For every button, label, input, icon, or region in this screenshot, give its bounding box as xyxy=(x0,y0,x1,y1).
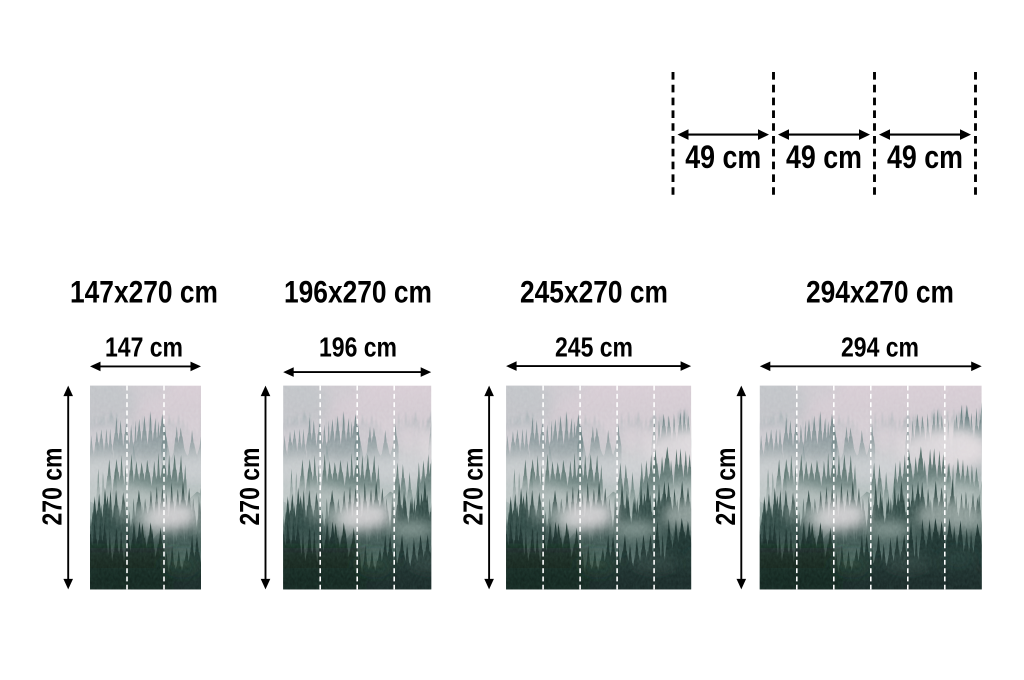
svg-text:147x270 cm: 147x270 cm xyxy=(70,274,218,310)
svg-text:49 cm: 49 cm xyxy=(887,139,963,175)
svg-text:270 cm: 270 cm xyxy=(710,448,741,526)
svg-text:147 cm: 147 cm xyxy=(105,332,183,363)
svg-text:245x270 cm: 245x270 cm xyxy=(520,274,668,310)
svg-text:270 cm: 270 cm xyxy=(37,448,68,526)
svg-text:270 cm: 270 cm xyxy=(234,448,265,526)
svg-text:270 cm: 270 cm xyxy=(458,447,489,525)
svg-text:49 cm: 49 cm xyxy=(786,139,862,175)
svg-text:294x270 cm: 294x270 cm xyxy=(806,274,954,310)
svg-text:196x270 cm: 196x270 cm xyxy=(284,274,432,310)
svg-text:294 cm: 294 cm xyxy=(841,332,919,363)
svg-text:196 cm: 196 cm xyxy=(319,332,397,363)
svg-text:49 cm: 49 cm xyxy=(685,139,761,175)
svg-text:245 cm: 245 cm xyxy=(555,332,633,363)
